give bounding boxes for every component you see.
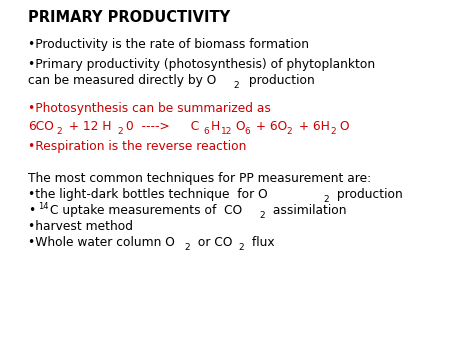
Text: assimilation: assimilation [269,204,346,217]
Text: C uptake measurements of  CO: C uptake measurements of CO [50,204,242,217]
Text: 6CO: 6CO [28,120,54,133]
Text: + 12 H: + 12 H [65,120,112,133]
Text: C: C [183,120,199,133]
Text: 0  ---->: 0 ----> [126,120,170,133]
Text: PRIMARY PRODUCTIVITY: PRIMARY PRODUCTIVITY [28,10,230,25]
Text: 2: 2 [117,127,122,136]
Text: 2: 2 [323,195,328,204]
Text: •Photosynthesis can be summarized as: •Photosynthesis can be summarized as [28,102,271,115]
Text: H: H [211,120,220,133]
Text: •Primary productivity (photosynthesis) of phytoplankton: •Primary productivity (photosynthesis) o… [28,58,375,71]
Text: 12: 12 [221,127,232,136]
Text: + 6O: + 6O [252,120,287,133]
Text: flux: flux [248,236,274,249]
Text: 14: 14 [38,202,49,211]
Text: •: • [28,204,35,217]
Text: The most common techniques for PP measurement are:: The most common techniques for PP measur… [28,172,371,185]
Text: 2: 2 [330,127,336,136]
Text: production: production [333,188,403,201]
Text: 2: 2 [233,81,238,90]
Text: 2: 2 [184,243,189,252]
Text: 2: 2 [56,127,62,136]
Text: •Whole water column O: •Whole water column O [28,236,175,249]
Text: can be measured directly by O: can be measured directly by O [28,74,216,87]
Text: 2: 2 [259,211,265,220]
Text: 6: 6 [203,127,209,136]
Text: •Productivity is the rate of biomass formation: •Productivity is the rate of biomass for… [28,38,309,51]
Text: •Respiration is the reverse reaction: •Respiration is the reverse reaction [28,140,247,153]
Text: + 6H: + 6H [295,120,330,133]
Text: production: production [245,74,315,87]
Text: •the light-dark bottles technique  for O: •the light-dark bottles technique for O [28,188,268,201]
Text: 2: 2 [286,127,292,136]
Text: O: O [235,120,245,133]
Text: O: O [339,120,349,133]
Text: or CO: or CO [194,236,233,249]
Text: 2: 2 [238,243,243,252]
Text: •harvest method: •harvest method [28,220,133,233]
Text: 6: 6 [244,127,250,136]
